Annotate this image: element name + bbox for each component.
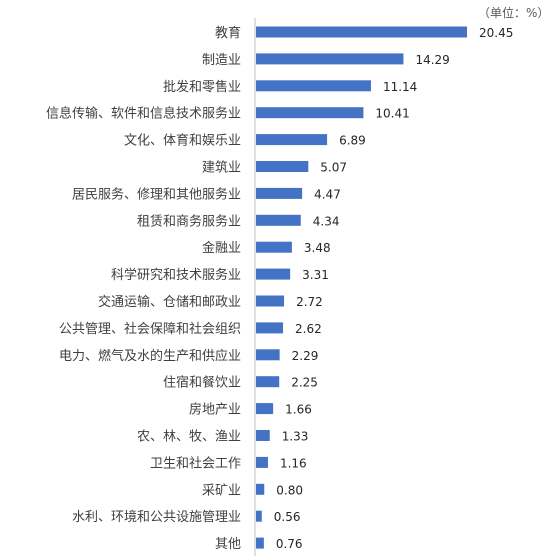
- category-label: 其他: [215, 537, 241, 552]
- category-label: 住宿和餐饮业: [163, 375, 241, 391]
- value-label: 3.31: [302, 268, 329, 282]
- bar: [256, 214, 301, 226]
- value-label: 2.25: [291, 376, 318, 390]
- value-label: 10.41: [375, 107, 409, 121]
- category-label: 水利、环境和公共设施管理业: [72, 510, 241, 525]
- value-label: 2.72: [296, 295, 323, 309]
- bar: [256, 403, 274, 415]
- value-label: 20.45: [479, 26, 513, 40]
- value-label: 0.76: [276, 537, 303, 551]
- value-label: 1.16: [280, 456, 307, 470]
- category-label: 卫生和社会工作: [150, 455, 241, 471]
- value-label: 6.89: [339, 134, 366, 148]
- value-label: 0.56: [274, 510, 301, 524]
- bar: [256, 430, 270, 441]
- bars-group: 教育 20.45 制造业 14.29 批发和零售业 11.14 信息传输、软件和信息技术服务…: [46, 25, 513, 552]
- bar: [256, 80, 371, 92]
- value-label: 0.80: [276, 483, 303, 497]
- category-label: 金融业: [202, 240, 241, 256]
- bar: [256, 456, 268, 468]
- bar: [256, 510, 262, 522]
- category-label: 文化、体育和娱乐业: [124, 133, 241, 149]
- category-label: 房地产业: [189, 402, 241, 418]
- bar: [256, 268, 291, 280]
- category-label: 采矿业: [202, 483, 241, 498]
- bar: [256, 107, 364, 119]
- category-label: 建筑业: [202, 160, 241, 176]
- bar: [256, 53, 404, 65]
- category-label: 租赁和商务服务业: [137, 213, 241, 229]
- bar: [256, 483, 265, 495]
- value-label: 3.48: [304, 241, 331, 255]
- bar: [256, 322, 284, 334]
- category-label: 制造业: [202, 53, 241, 68]
- value-label: 1.33: [282, 430, 309, 444]
- bar: [256, 241, 292, 253]
- category-label: 电力、燃气及水的生产和供应业: [59, 348, 241, 364]
- bar: [256, 26, 467, 38]
- category-label: 科学研究和技术服务业: [111, 267, 241, 283]
- value-label: 14.29: [415, 53, 449, 67]
- unit-label: （单位：%）: [478, 6, 550, 20]
- bar: [256, 295, 285, 307]
- category-label: 居民服务、修理和其他服务业: [72, 186, 241, 202]
- bar: [256, 537, 264, 549]
- value-label: 11.14: [383, 80, 417, 94]
- category-label: 公共管理、社会保障和社会组织: [59, 321, 241, 337]
- value-label: 5.07: [320, 161, 347, 175]
- category-label: 教育: [215, 25, 241, 41]
- category-label: 交通运输、仓储和邮政业: [98, 294, 241, 310]
- bar: [256, 187, 303, 199]
- bar: [256, 349, 280, 361]
- value-label: 4.34: [313, 214, 340, 228]
- bar: [256, 376, 280, 388]
- bar: [256, 161, 309, 172]
- category-label: 信息传输、软件和信息技术服务业: [46, 106, 241, 122]
- value-label: 2.62: [295, 322, 322, 336]
- bar: [256, 134, 328, 146]
- category-label: 批发和零售业: [163, 79, 241, 95]
- value-label: 1.66: [285, 403, 312, 417]
- value-label: 4.47: [314, 187, 341, 201]
- value-label: 2.29: [292, 349, 319, 363]
- category-label: 农、林、牧、渔业: [137, 430, 241, 445]
